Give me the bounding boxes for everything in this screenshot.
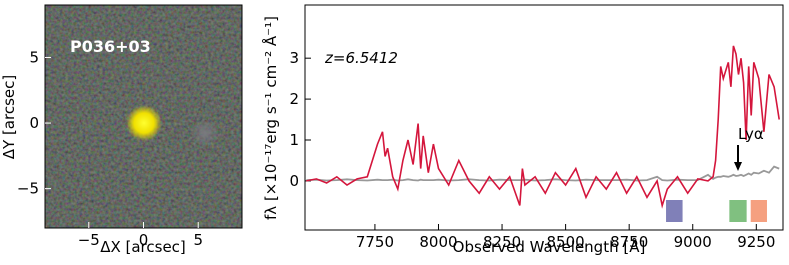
- y-tick-label: 0: [29, 114, 39, 132]
- quasar: [126, 105, 162, 141]
- x-tick-label: 0: [139, 231, 149, 249]
- spectrum-panel: Observed Wavelength [Å] fλ [×10⁻¹⁷erg s⁻…: [261, 4, 784, 256]
- lya-label: Lyα: [738, 125, 764, 143]
- object-label: P036+03: [70, 37, 151, 56]
- lya-arrowhead: [733, 162, 742, 171]
- x-tick-label: 7750: [356, 233, 394, 251]
- filter-band: [666, 200, 683, 222]
- x-axis-label: Observed Wavelength [Å]: [453, 237, 646, 256]
- image-panel: P036+03 ΔX [arcsec] ΔY [arcsec]: [0, 4, 243, 256]
- filter-band: [750, 200, 767, 222]
- y-tick-label: 1: [289, 131, 299, 149]
- y-tick-label: 0: [289, 172, 299, 190]
- spectrum-frame: [304, 4, 784, 231]
- y-tick-label: −5: [17, 180, 39, 198]
- filter-band: [729, 200, 747, 222]
- x-tick-label: 9000: [674, 233, 712, 251]
- x-tick-label: 8750: [610, 233, 648, 251]
- y-tick-label: 2: [289, 90, 299, 108]
- x-axis-label: ΔX [arcsec]: [100, 238, 186, 256]
- spectrum-line: [306, 45, 780, 209]
- x-tick-label: −5: [78, 231, 100, 249]
- x-tick-label: 8500: [547, 233, 585, 251]
- y-tick-label: 3: [289, 49, 299, 67]
- redshift-label: z=6.5412: [324, 49, 398, 67]
- spectrum-line: [306, 165, 780, 182]
- x-tick-label: 5: [193, 231, 203, 249]
- y-axis-label: fλ [×10⁻¹⁷erg s⁻¹ cm⁻² Å⁻¹]: [261, 16, 280, 220]
- y-tick-label: 5: [29, 48, 39, 66]
- x-tick-label: 9250: [737, 233, 775, 251]
- neighbour-source: [191, 119, 219, 147]
- x-tick-label: 8000: [419, 233, 457, 251]
- y-axis-label: ΔY [arcsec]: [0, 75, 18, 159]
- x-tick-label: 8250: [483, 233, 521, 251]
